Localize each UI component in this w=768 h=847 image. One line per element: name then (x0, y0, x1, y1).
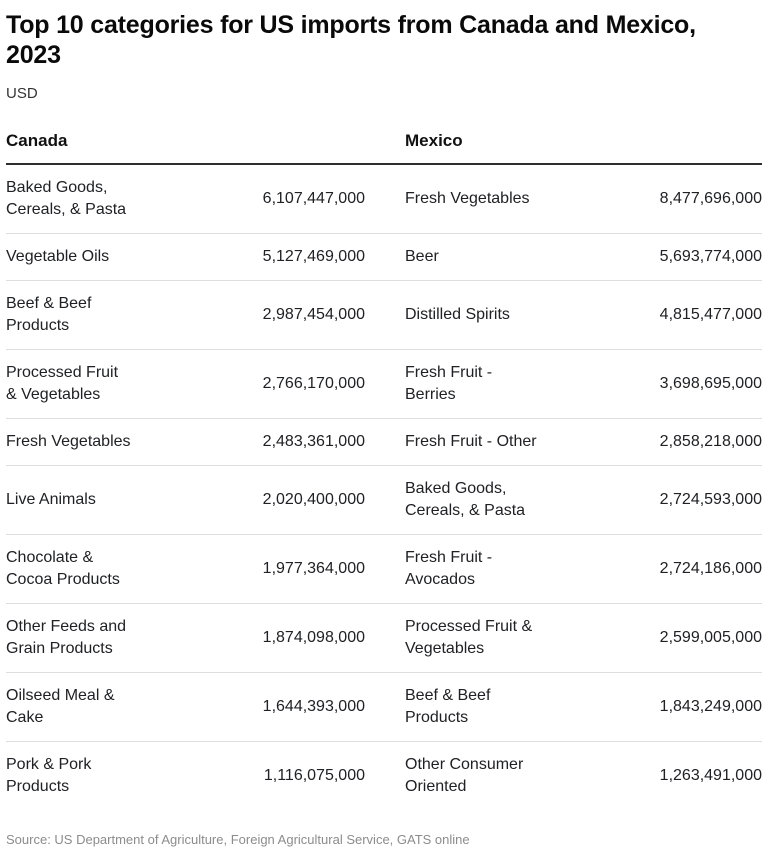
table-row: Processed Fruit & Vegetables 2,766,170,0… (6, 350, 762, 419)
mexico-category-cell: Processed Fruit & Vegetables (405, 618, 533, 657)
table-row: Pork & Pork Products 1,116,075,000 Other… (6, 742, 762, 810)
mexico-value-cell: 2,599,005,000 (659, 629, 762, 646)
table-row: Beef & Beef Products 2,987,454,000 Disti… (6, 281, 762, 350)
column-header-canada: Canada (6, 131, 68, 150)
canada-value-cell: 1,116,075,000 (263, 767, 365, 784)
mexico-category-cell: Fresh Fruit - Other (405, 433, 537, 450)
mexico-category-cell: Beef & Beef Products (405, 687, 491, 726)
canada-value-cell: 2,483,361,000 (262, 433, 365, 450)
mexico-value-cell: 5,693,774,000 (659, 248, 762, 265)
mexico-value-cell: 1,843,249,000 (659, 698, 762, 715)
table-row: Chocolate & Cocoa Products 1,977,364,000… (6, 535, 762, 604)
mexico-value-cell: 3,698,695,000 (659, 375, 762, 392)
canada-value-cell: 5,127,469,000 (262, 248, 365, 265)
mexico-category-cell: Baked Goods, Cereals, & Pasta (405, 480, 526, 519)
canada-value-cell: 6,107,447,000 (262, 190, 365, 207)
page-title: Top 10 categories for US imports from Ca… (6, 11, 696, 69)
canada-category-cell: Vegetable Oils (6, 248, 110, 265)
mexico-category-cell: Fresh Fruit - Berries (405, 364, 493, 403)
table-row: Baked Goods, Cereals, & Pasta 6,107,447,… (6, 165, 762, 234)
canada-category-cell: Baked Goods, Cereals, & Pasta (6, 179, 127, 218)
canada-category-cell: Pork & Pork Products (6, 756, 92, 795)
mexico-value-cell: 2,858,218,000 (659, 433, 762, 450)
table-row: Vegetable Oils 5,127,469,000 Beer 5,693,… (6, 234, 762, 281)
canada-category-cell: Oilseed Meal & Cake (6, 687, 115, 726)
canada-value-cell: 1,874,098,000 (262, 629, 365, 646)
mexico-category-cell: Other Consumer Oriented (405, 756, 524, 795)
mexico-value-cell: 2,724,186,000 (659, 560, 762, 577)
canada-value-cell: 1,977,364,000 (262, 560, 365, 577)
mexico-category-cell: Fresh Fruit - Avocados (405, 549, 493, 588)
table-row: Live Animals 2,020,400,000 Baked Goods, … (6, 466, 762, 535)
canada-category-cell: Other Feeds and Grain Products (6, 618, 127, 657)
column-header-mexico: Mexico (405, 131, 463, 150)
imports-table: Canada Mexico Baked Goods, Cereals, & Pa… (6, 131, 762, 810)
table-row: Oilseed Meal & Cake 1,644,393,000 Beef &… (6, 673, 762, 742)
table-row: Other Feeds and Grain Products 1,874,098… (6, 604, 762, 673)
canada-category-cell: Live Animals (6, 491, 96, 508)
mexico-value-cell: 8,477,696,000 (659, 190, 762, 207)
unit-subtitle: USD (6, 85, 38, 102)
canada-category-cell: Chocolate & Cocoa Products (6, 549, 120, 588)
canada-value-cell: 1,644,393,000 (262, 698, 365, 715)
canada-value-cell: 2,766,170,000 (262, 375, 365, 392)
mexico-value-cell: 1,263,491,000 (659, 767, 762, 784)
mexico-value-cell: 2,724,593,000 (659, 491, 762, 508)
table-row: Fresh Vegetables 2,483,361,000 Fresh Fru… (6, 419, 762, 466)
mexico-category-cell: Distilled Spirits (405, 306, 510, 323)
source-note: Source: US Department of Agriculture, Fo… (6, 832, 470, 847)
canada-category-cell: Fresh Vegetables (6, 433, 131, 450)
table-header-row: Canada Mexico (6, 131, 762, 165)
mexico-value-cell: 4,815,477,000 (659, 306, 762, 323)
canada-value-cell: 2,020,400,000 (262, 491, 365, 508)
mexico-category-cell: Beer (405, 248, 439, 265)
canada-value-cell: 2,987,454,000 (262, 306, 365, 323)
canada-category-cell: Beef & Beef Products (6, 295, 92, 334)
mexico-category-cell: Fresh Vegetables (405, 190, 530, 207)
table-body: Baked Goods, Cereals, & Pasta 6,107,447,… (6, 165, 762, 810)
canada-category-cell: Processed Fruit & Vegetables (6, 364, 119, 403)
